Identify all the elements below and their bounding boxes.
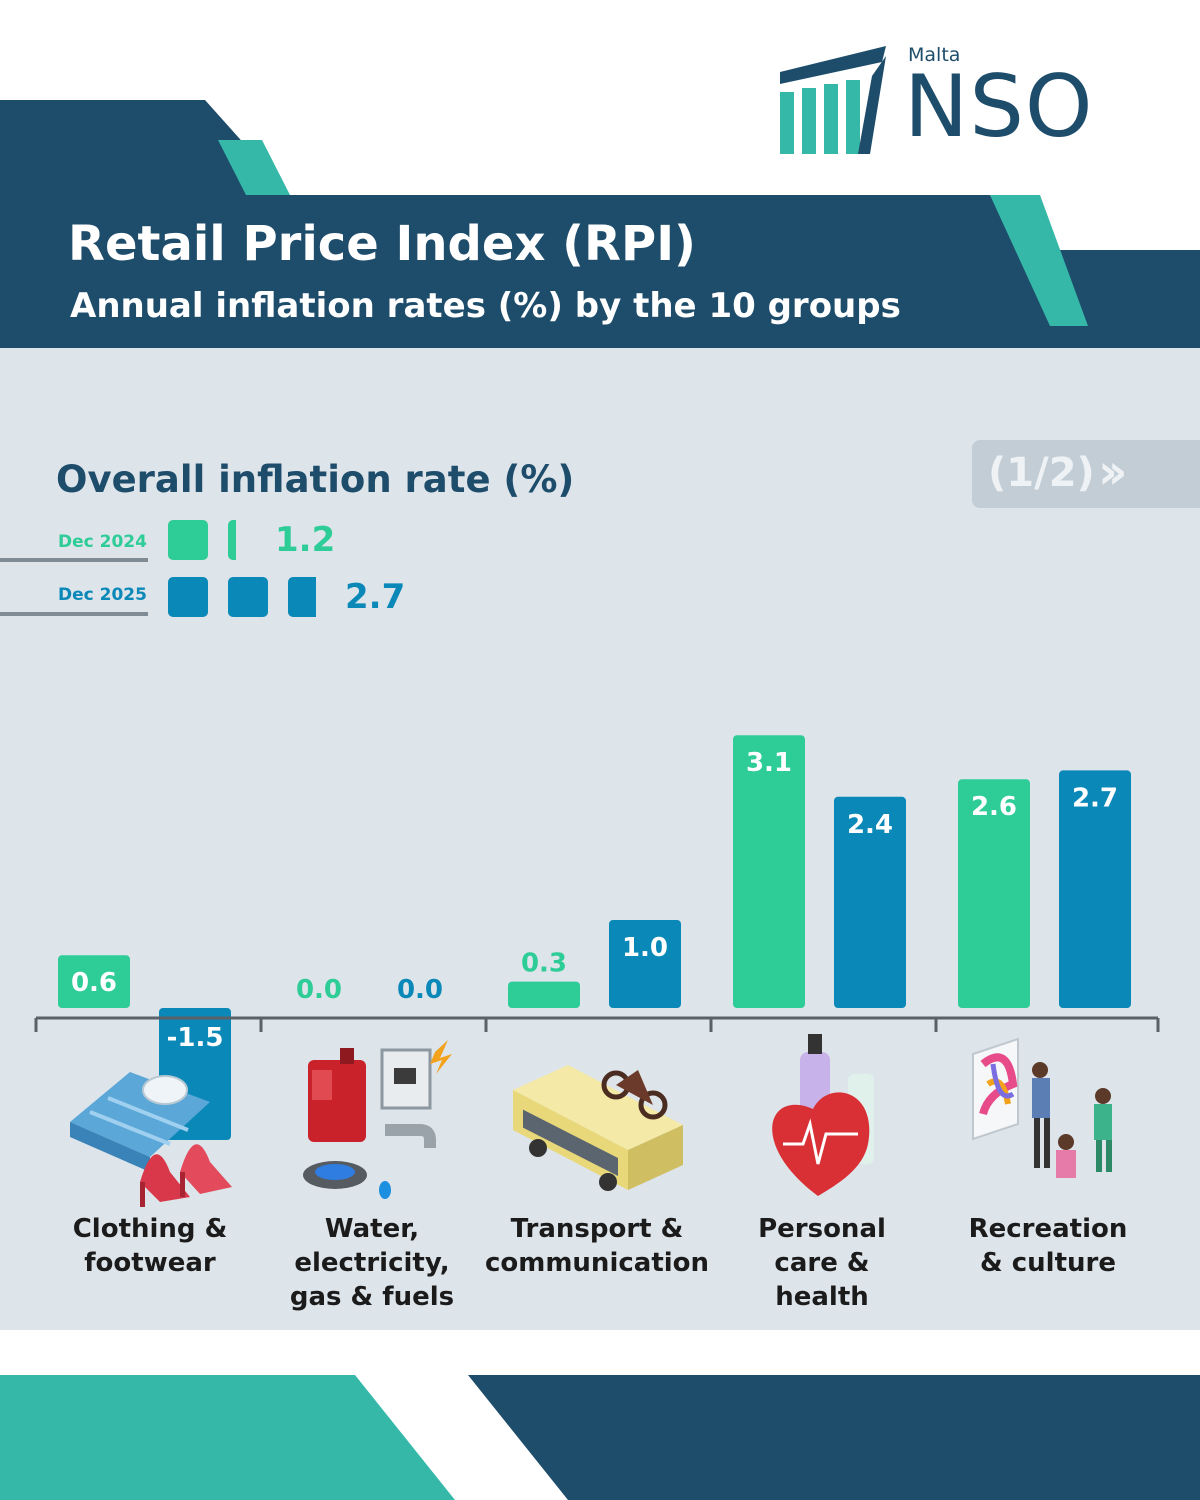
bar-value-label: -1.5 (167, 1023, 224, 1053)
page-title: Retail Price Index (RPI) (68, 216, 696, 272)
overall-value-2024: 1.2 (275, 520, 336, 560)
bar-chart-logo-icon (780, 46, 886, 154)
category-label: Recreation & culture (968, 1214, 1128, 1278)
bar-value-label: 3.1 (746, 748, 792, 778)
overall-row-label-2024: Dec 2024 (58, 532, 147, 552)
utilities-icon (290, 1040, 490, 1210)
double-chevron-right-icon: ›› (1098, 444, 1127, 500)
legend-divider (0, 612, 148, 616)
bar-value-label: 0.0 (296, 975, 342, 1005)
bar-value-label: 0.6 (71, 968, 117, 998)
bus-and-motorbike-icon (508, 1050, 708, 1220)
bar-dec-2024 (958, 779, 1030, 1008)
bar-dec-2024 (508, 981, 580, 1008)
bar-dec-2024 (733, 735, 805, 1008)
overall-inflation-title: Overall inflation rate (%) (56, 458, 575, 501)
header-banner (0, 100, 1200, 382)
overall-unit-square (168, 577, 208, 617)
bar-value-label: 0.3 (521, 949, 567, 979)
category-label: Clothing & footwear (72, 1214, 228, 1278)
bar-value-label: 2.7 (1072, 783, 1118, 813)
category-label: Personal care & health (758, 1214, 886, 1312)
overall-unit-square (168, 520, 208, 560)
overall-value-2025: 2.7 (345, 577, 406, 617)
bar-value-label: 1.0 (622, 933, 668, 963)
bar-dec-2024 (58, 955, 130, 1008)
overall-partial-square (288, 577, 316, 617)
shirt-and-shoes-icon (60, 1062, 260, 1232)
pager-label: (1/2) (988, 450, 1095, 496)
bar-dec-2025 (609, 920, 681, 1008)
bar-value-label: 0.0 (397, 975, 443, 1005)
logo-name: NSO (904, 57, 1094, 157)
bar-value-label: 2.4 (847, 810, 893, 840)
logo-country: Malta (908, 44, 961, 66)
category-label: Water, electricity, gas & fuels (289, 1214, 455, 1312)
pager-button[interactable]: (1/2) ›› (972, 440, 1200, 508)
page-subtitle: Annual inflation rates (%) by the 10 gro… (70, 286, 901, 326)
bar-dec-2025 (1059, 770, 1131, 1008)
overall-unit-square (228, 577, 268, 617)
category-label: Transport & communication (484, 1214, 710, 1278)
art-gallery-icon (968, 1034, 1168, 1204)
heart-and-cosmetics-icon (758, 1034, 958, 1204)
overall-partial-square (228, 520, 236, 560)
footer-shapes (0, 1375, 1200, 1500)
bar-value-label: 2.6 (971, 792, 1017, 822)
bar-dec-2025 (834, 796, 906, 1008)
nso-logo (778, 44, 1138, 160)
legend-divider (0, 558, 148, 562)
overall-row-label-2025: Dec 2025 (58, 585, 147, 605)
